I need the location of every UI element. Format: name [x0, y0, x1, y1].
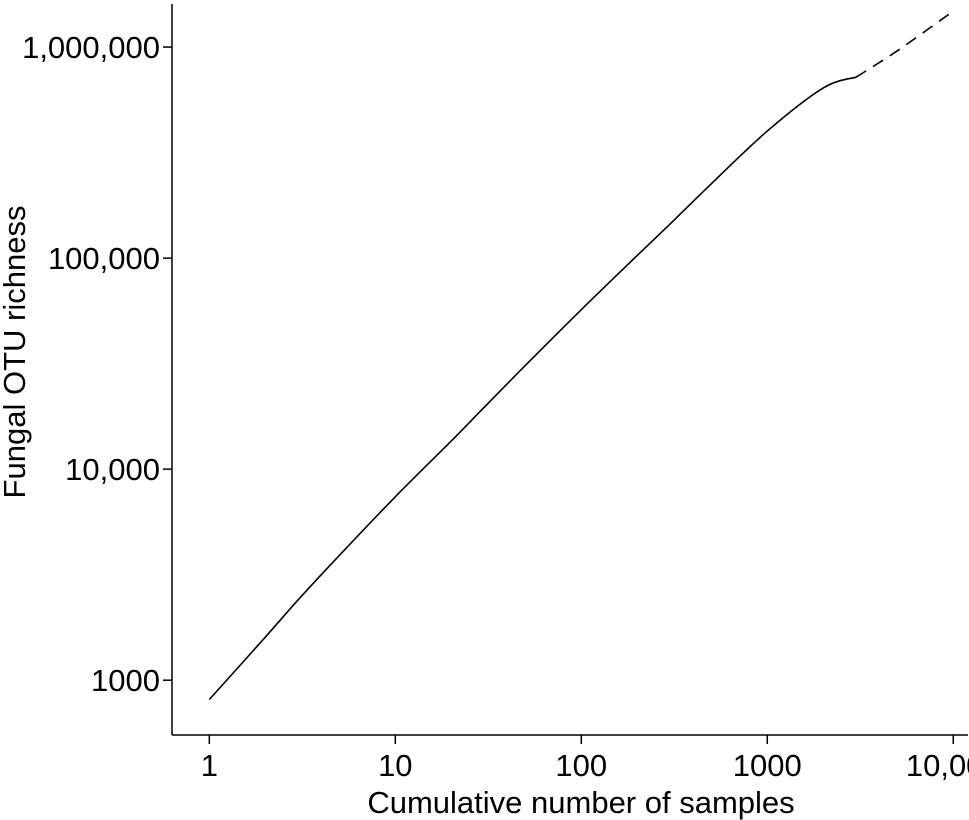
x-axis-label: Cumulative number of samples [367, 785, 794, 820]
y-tick-label: 10,000 [65, 452, 160, 487]
x-tick-label: 10,000 [906, 748, 969, 783]
y-tick-label: 1,000,000 [22, 30, 160, 65]
y-axis: 1000 10,000 100,000 1,000,000 [22, 4, 173, 735]
x-tick-label: 1 [201, 748, 218, 783]
x-tick-label: 100 [555, 748, 607, 783]
y-axis-label: Fungal OTU richness [0, 206, 32, 499]
x-tick-label: 10 [378, 748, 412, 783]
extrapolated-series-line [855, 10, 954, 78]
series-layer [208, 10, 954, 701]
x-tick-label: 1000 [733, 748, 802, 783]
y-tick-label: 100,000 [48, 241, 160, 276]
x-axis: 1 10 100 1000 10,000 [172, 734, 969, 783]
y-tick-label: 1000 [91, 663, 160, 698]
observed-series-line [208, 76, 857, 701]
